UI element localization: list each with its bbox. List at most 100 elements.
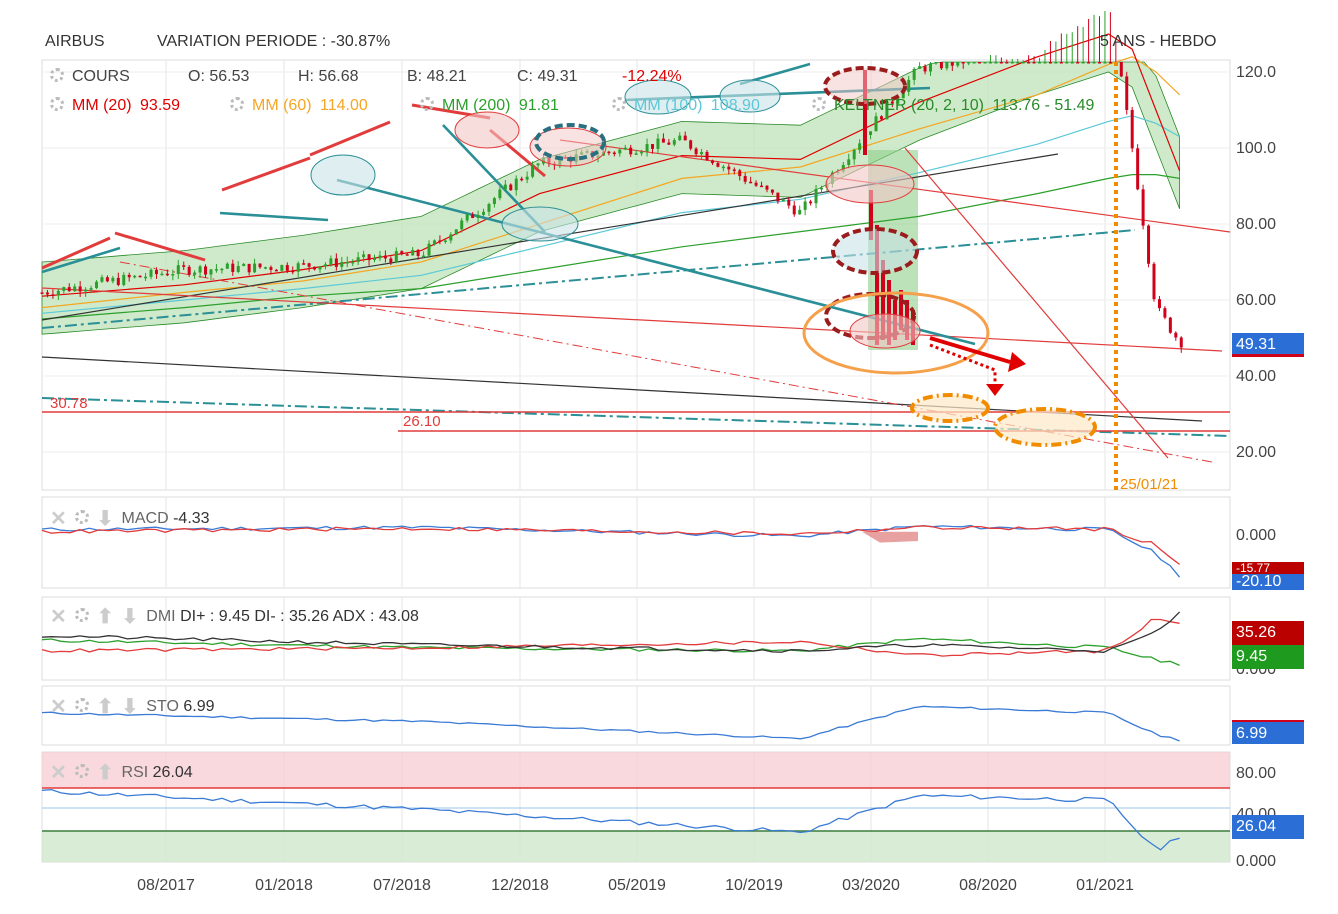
ellipse-red-mid [825,164,915,204]
candle-body [858,143,862,150]
indicator-line [41,525,1180,565]
candle-body [1081,62,1085,64]
gear-icon[interactable] [812,97,826,111]
candle-body [994,62,998,64]
close-icon[interactable]: ✕ [50,696,67,718]
macd-badge-top: -15.77 [1232,562,1304,574]
candle-body [967,62,971,64]
candle-body [269,267,273,270]
arrow-up-icon[interactable]: ⬆ [96,696,114,718]
ellipse-teal-1 [310,154,376,196]
gear-icon[interactable] [74,608,89,622]
arrow-red-dotted-head [986,384,1004,396]
candle-body [432,240,436,244]
candle-body [116,277,120,285]
macd-label: MACD [121,510,169,527]
ellipse-red-low [849,313,921,349]
candle-body [623,147,627,150]
gear-icon[interactable] [74,510,89,524]
candle-body [204,266,208,275]
close-icon[interactable]: ✕ [50,508,67,530]
candle-body [487,204,491,212]
rsi-value: 26.04 [152,764,193,781]
candle-body [950,62,954,66]
candle-body [302,263,306,265]
red-line-seg4 [309,120,391,157]
candle-body [389,258,393,263]
legend-open: O: 56.53 [188,68,250,85]
candle-body [198,266,202,273]
candle-body [291,270,295,273]
variation-period: VARIATION PERIODE : -30.87% [157,33,391,50]
mm60-line [41,56,1181,309]
candle-body [887,280,891,345]
teal-line-support [219,211,329,222]
candle-body [874,116,878,132]
candle-body [781,199,785,202]
candle-body [749,181,753,184]
macd-header: ✕ ⬇ MACD -4.33 [50,506,210,531]
candle-body [798,209,802,215]
gear-icon[interactable] [50,97,64,111]
close-icon[interactable]: ✕ [50,762,67,784]
mm100-value: 108.90 [710,97,760,114]
x-tick-label: 07/2018 [373,877,431,894]
legend-mm60: MM (60) 114.00 [230,97,368,115]
arrow-down-icon[interactable]: ⬇ [96,508,114,530]
candle-body [875,225,879,345]
gear-icon[interactable] [50,68,64,82]
candle-body [520,178,524,181]
candle-body [427,243,431,256]
legend-cours: COURS [50,68,130,86]
ellipse-red-dashed-top [823,66,907,106]
candle-body [852,149,856,160]
candle-body [45,292,49,295]
indicator-line [41,705,1180,742]
candle-body [760,185,764,188]
indicator-line [41,524,1181,578]
last-price-badge: 49.31 [1232,333,1304,357]
candle-body [536,163,540,166]
candle-body [607,151,611,154]
gear-icon[interactable] [420,97,434,111]
candle-body [422,255,426,258]
candle-body [105,277,109,282]
arrow-down-icon[interactable]: ⬇ [121,696,139,718]
gear-icon[interactable] [74,764,89,778]
rsi-label: RSI [121,764,149,781]
indicator-line [41,618,1180,657]
support-label-2: 26.10 [403,413,441,430]
candle-body [945,62,949,69]
gear-icon[interactable] [230,97,244,111]
dmi-values: DI+ : 9.45 DI- : 35.26 ADX : 43.08 [180,608,419,625]
arrow-up-icon[interactable]: ⬆ [96,606,114,628]
close-icon[interactable]: ✕ [50,606,67,628]
price-tick-label: 40.00 [1236,368,1276,385]
candle-body [961,62,965,64]
candle-body [1125,76,1129,110]
teal-line-left [41,246,121,274]
gear-icon[interactable] [74,698,89,712]
candle-body [514,178,518,191]
indicator-line [41,788,1180,851]
rsi-tick-label: 80.00 [1236,765,1276,782]
candle-body [907,79,911,92]
candle-body [509,184,513,191]
candle-body [78,286,82,292]
arrow-red-solid-head [1008,352,1026,372]
ellipse-orange-target1 [910,393,990,423]
arrow-down-icon[interactable]: ⬇ [121,606,139,628]
mm60-value: 114.00 [320,97,368,114]
candle-body [378,255,382,259]
candle-body [263,267,267,269]
sto-badge: 6.99 [1232,720,1304,744]
candle-body [1097,62,1101,64]
candle-body [95,281,99,289]
candle-body [999,62,1003,64]
arrow-up-icon[interactable]: ⬆ [96,762,114,784]
candle-body [705,152,709,161]
gear-icon[interactable] [612,97,626,111]
candle-body [503,184,507,190]
legend-close: C: 49.31 [517,68,578,85]
candle-body [710,160,714,164]
